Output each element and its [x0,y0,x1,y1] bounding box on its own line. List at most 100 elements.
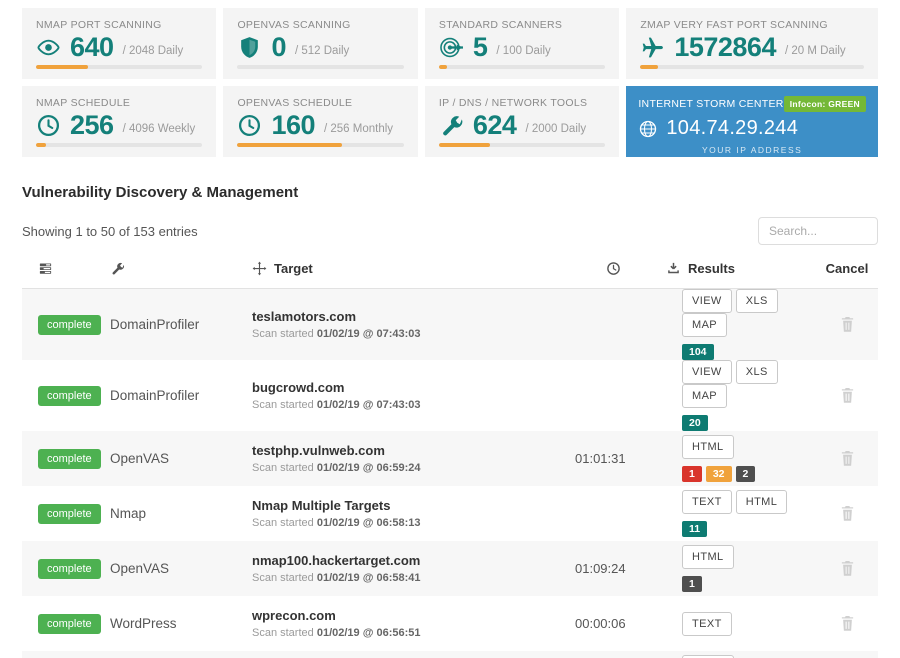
scan-duration: 00:00:06 [575,616,626,631]
stat-value: 640 [70,32,114,62]
stat-value: 1572864 [674,32,776,62]
result-button-text[interactable]: TEXT [682,611,732,636]
progress-bar [438,65,606,69]
status-badge: complete [38,314,101,335]
stat-quota: / 2048 Daily [122,45,184,57]
result-button-view[interactable]: VIEW [682,289,732,313]
progress-fill [36,65,88,69]
plane-icon [640,35,665,60]
count-badge: 20 [682,415,708,431]
target-name: bugcrowd.com [252,380,345,395]
stat-quota: / 100 Daily [496,45,551,57]
clock-icon [606,261,621,276]
status-badge: complete [38,385,101,406]
scan-started: Scan started 01/02/19 @ 06:59:24 [252,462,421,474]
trash-icon[interactable] [840,505,855,522]
scan-tool: OpenVAS [110,451,170,466]
stat-card: OPENVAS SCANNING 0 / 512 Daily [223,8,418,79]
results-cell: TEXT HTML 11 [666,490,816,537]
result-button-xls[interactable]: XLS [735,289,778,313]
ip-caption: YOUR IP ADDRESS [702,145,803,155]
result-button-xls[interactable]: XLS [735,360,778,384]
section-title: Vulnerability Discovery & Management [22,184,299,201]
progress-bar [237,65,404,69]
progress-bar [640,65,864,69]
stat-card: STANDARD SCANNERS 5 / 100 Daily [424,8,620,79]
result-button-html[interactable]: HTML [735,490,788,514]
stat-quota: / 256 Monthly [324,123,394,135]
wrench-icon [439,113,464,138]
trash-icon[interactable] [840,615,855,632]
stat-label: OPENVAS SCANNING [237,19,351,31]
stat-value: 0 [271,32,286,62]
scan-tool: Nmap [110,506,147,521]
table-row: complete DomainProfiler teslamotors.com … [22,289,878,360]
stat-value: 256 [70,110,114,140]
search-input[interactable] [758,217,878,245]
ip-address: 104.74.29.244 [666,117,799,139]
trash-icon[interactable] [840,560,855,577]
download-icon [666,261,681,276]
results-header-label: Results [688,261,735,276]
result-button-text[interactable]: TEXT [682,490,732,514]
stat-card: NMAP SCHEDULE 256 / 4096 Weekly [22,86,217,157]
result-button-html[interactable]: HTML [682,435,734,459]
results-cell: VIEW XLS MAP 20 [666,360,816,431]
target-header-label: Target [274,261,313,276]
scan-table: Target Results Cancel complete DomainPro… [22,257,878,658]
move-icon [252,261,267,276]
infocon-badge: Infocon: GREEN [783,96,866,112]
result-button-html[interactable]: HTML [682,655,734,658]
storm-center-label: INTERNET STORM CENTER [638,98,784,110]
result-button-view[interactable]: VIEW [682,360,732,384]
stat-card: OPENVAS SCHEDULE 160 / 256 Monthly [223,86,418,157]
result-button-html[interactable]: HTML [682,545,734,569]
table-header: Target Results Cancel [22,257,878,289]
trash-icon[interactable] [840,450,855,467]
progress-fill [438,65,448,69]
target-name: nmap100.hackertarget.com [252,553,421,568]
count-badge: 11 [682,521,708,537]
results-cell: HTML 1 32 2 [666,435,816,482]
table-body: complete DomainProfiler teslamotors.com … [22,289,878,658]
scan-tool: OpenVAS [110,561,170,576]
count-badge: 104 [682,344,714,360]
progress-bar [438,143,606,147]
cancel-header-label: Cancel [825,261,869,276]
progress-fill [237,143,343,147]
stat-label: NMAP SCHEDULE [36,97,131,109]
stat-card: NMAP PORT SCANNING 640 / 2048 Daily [22,8,217,79]
result-button-map[interactable]: MAP [682,384,728,408]
storm-center-card: INTERNET STORM CENTER Infocon: GREEN 104… [626,86,878,157]
results-cell: HTML 1 [666,545,816,592]
target-name: wprecon.com [252,608,336,623]
clock-icon [36,113,61,138]
scan-duration: 01:09:24 [575,561,626,576]
stat-quota: / 2000 Daily [525,123,587,135]
dashboard-page: NMAP PORT SCANNING 640 / 2048 Daily OPEN… [0,8,900,658]
scan-tool: DomainProfiler [110,317,200,332]
eye-icon [36,35,61,60]
scan-tool: WordPress [110,616,177,631]
status-badge: complete [38,503,101,524]
stat-label: NMAP PORT SCANNING [36,19,162,31]
scan-started: Scan started 01/02/19 @ 06:58:13 [252,517,421,529]
stat-quota: / 4096 Weekly [122,123,196,135]
trash-icon[interactable] [840,387,855,404]
stat-quota: / 512 Daily [294,45,350,57]
scan-started: Scan started 01/02/19 @ 07:43:03 [252,399,421,411]
table-row: complete OpenVAS scanserver12.hackertarg… [22,651,878,658]
stat-value: 5 [472,32,488,62]
stat-label: ZMAP VERY FAST PORT SCANNING [640,19,828,31]
trash-icon[interactable] [840,316,855,333]
clock-icon [237,113,262,138]
stat-value: 624 [472,110,517,140]
result-button-map[interactable]: MAP [682,313,728,337]
scan-duration: 01:01:31 [575,451,626,466]
stats-grid: NMAP PORT SCANNING 640 / 2048 Daily OPEN… [22,8,878,157]
target-name: teslamotors.com [252,309,357,324]
progress-bar [36,65,203,69]
wrench-icon [110,261,125,276]
table-row: complete WordPress wprecon.com Scan star… [22,596,878,651]
table-meta: Showing 1 to 50 of 153 entries [22,217,878,245]
